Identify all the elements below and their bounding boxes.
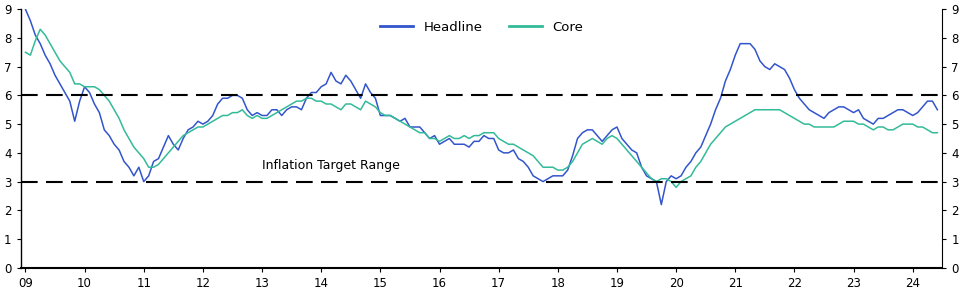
Text: Inflation Target Range: Inflation Target Range: [262, 159, 400, 172]
Legend: Headline, Core: Headline, Core: [375, 16, 588, 39]
